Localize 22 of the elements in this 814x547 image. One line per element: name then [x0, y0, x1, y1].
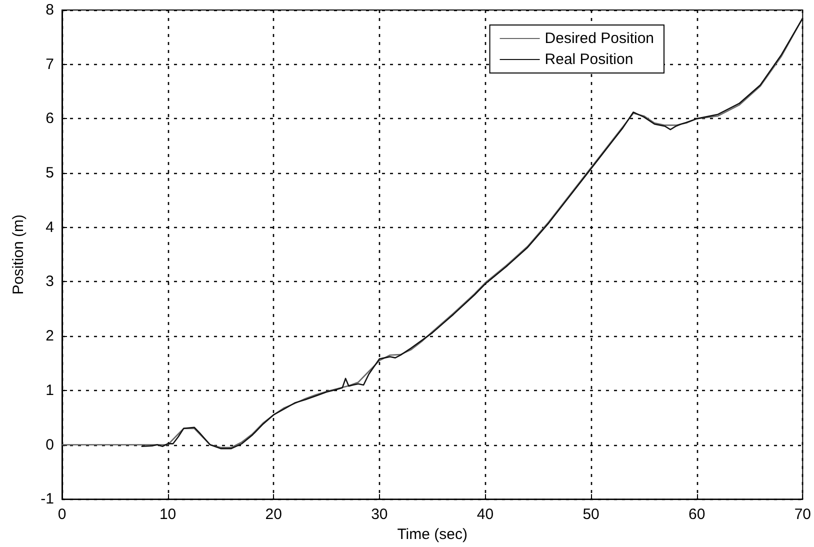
- x-tick-label: 20: [265, 506, 282, 524]
- x-tick-label: 30: [371, 506, 388, 524]
- y-tick-label: 0: [46, 436, 54, 454]
- y-tick-label: 5: [46, 164, 54, 182]
- y-tick-label: 8: [46, 2, 54, 18]
- legend-label: Real Position: [544, 51, 634, 68]
- y-tick-label: 2: [46, 328, 54, 345]
- x-tick-label: 60: [688, 506, 706, 524]
- y-tick-label: 6: [46, 110, 54, 128]
- y-axis-title: Position (m): [10, 214, 27, 295]
- x-tick-label: 10: [159, 506, 176, 524]
- x-tick-label: 70: [794, 506, 811, 524]
- x-tick-label: 40: [476, 506, 494, 524]
- y-tick-label: 4: [46, 218, 54, 236]
- legend-label: Desired Position: [544, 30, 654, 47]
- y-tick-label: 1: [46, 382, 54, 399]
- y-tick-label: 3: [46, 273, 54, 290]
- x-axis-title: Time (sec): [397, 526, 468, 543]
- x-tick-label: 0: [58, 506, 66, 524]
- x-tick-label: 50: [582, 506, 600, 524]
- y-tick-label: -1: [40, 490, 54, 508]
- y-tick-label: 7: [46, 56, 54, 73]
